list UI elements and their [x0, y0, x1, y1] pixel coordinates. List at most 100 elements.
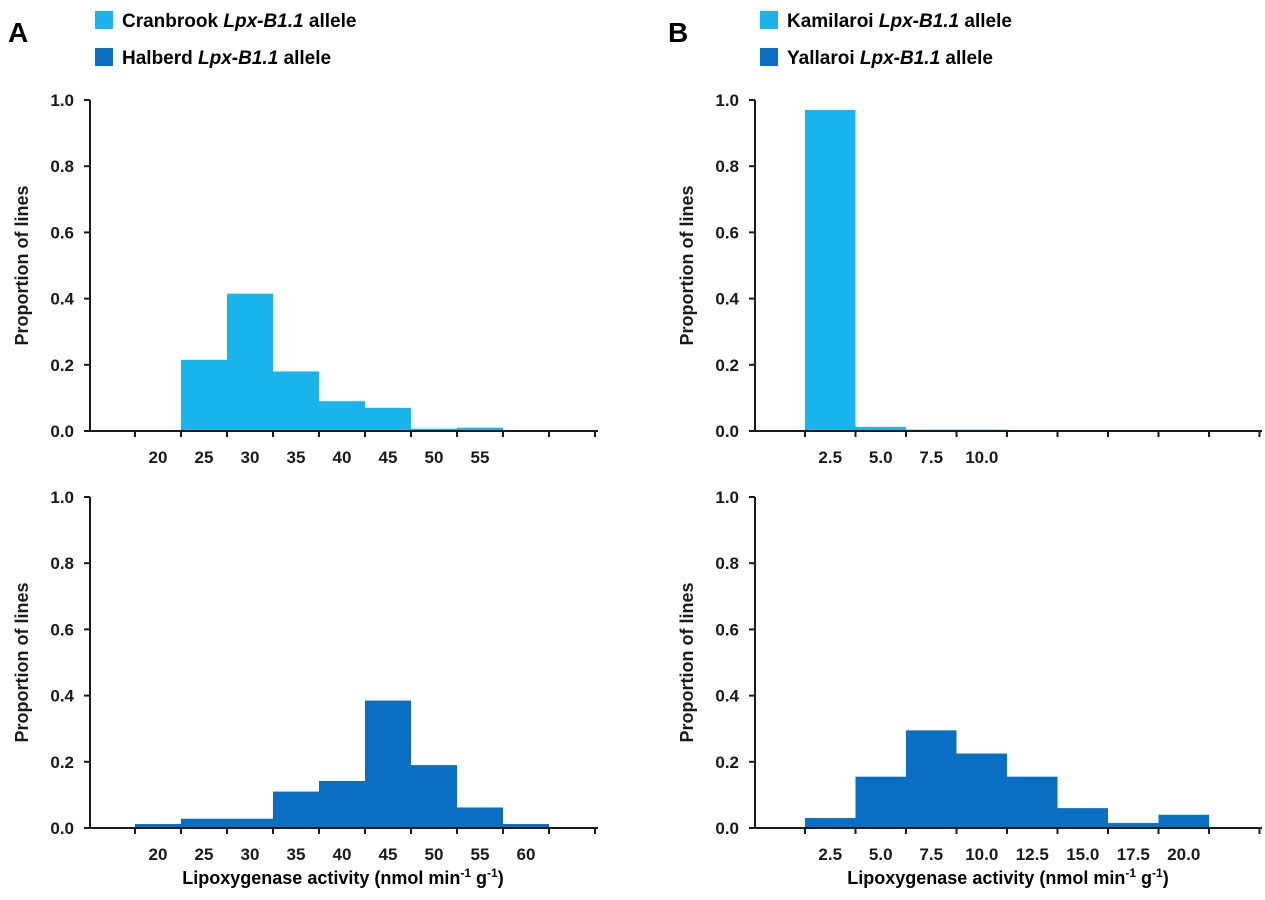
y-tick-label: 1.0	[50, 488, 74, 507]
x-tick-label: 30	[241, 845, 260, 864]
y-tick-label: 0.2	[715, 753, 739, 772]
bar-45	[365, 700, 411, 828]
x-tick-label: 30	[241, 448, 260, 467]
x-tick-label: 60	[517, 845, 536, 864]
x-tick-label: 40	[333, 448, 352, 467]
legend-a: Cranbrook Lpx-B1.1 allele Halberd Lpx-B1…	[95, 11, 356, 69]
bar-55	[457, 427, 503, 431]
bar-10.0	[956, 753, 1007, 828]
y-axis-label: Proportion of lines	[677, 186, 697, 346]
bar-55	[457, 807, 503, 828]
x-tick-label: 20	[149, 845, 168, 864]
x-tick-label: 40	[333, 845, 352, 864]
bar-17.5	[1108, 823, 1159, 828]
bar-20	[135, 824, 181, 828]
y-tick-label: 0.8	[715, 157, 739, 176]
bar-25	[181, 818, 227, 828]
legend-swatch-yallaroi	[760, 48, 778, 66]
legend-swatch-cranbrook	[95, 11, 113, 29]
y-tick-label: 0.6	[715, 223, 739, 242]
y-tick-label: 0.8	[50, 157, 74, 176]
panel-letter-a: A	[8, 17, 28, 48]
x-tick-label: 20	[149, 448, 168, 467]
legend-b: Kamilaroi Lpx-B1.1 allele Yallaroi Lpx-B…	[760, 11, 1012, 69]
bar-35	[273, 791, 319, 828]
y-tick-label: 0.4	[50, 290, 74, 309]
y-tick-label: 0.0	[50, 422, 74, 441]
x-tick-label: 2.5	[818, 448, 842, 467]
legend-entry-halberd: Halberd Lpx-B1.1 allele	[122, 48, 331, 69]
y-tick-label: 0.6	[50, 620, 74, 639]
y-tick-label: 0.6	[715, 620, 739, 639]
chart-yallaroi: 0.0 0.2 0.4 0.6 0.8 1.0 2.5 5.0 7.5 10.0 12.5 15.0 1…	[677, 488, 1262, 864]
y-tick-label: 0.8	[715, 554, 739, 573]
panel-letter-b: B	[668, 17, 688, 48]
y-tick-label: 0.4	[715, 290, 739, 309]
y-axis-label: Proportion of lines	[12, 186, 32, 346]
legend-entry-cranbrook: Cranbrook Lpx-B1.1 allele	[122, 11, 356, 32]
bar-45	[365, 407, 411, 431]
bar-40	[319, 401, 365, 431]
y-tick-label: 1.0	[50, 91, 74, 110]
y-axis-label: Proportion of lines	[12, 583, 32, 743]
y-tick-label: 0.8	[50, 554, 74, 573]
bar-20.0	[1158, 814, 1209, 828]
x-tick-label: 55	[471, 448, 490, 467]
y-tick-label: 0.4	[715, 687, 739, 706]
x-tick-label: 10.0	[965, 448, 998, 467]
bar-30	[227, 293, 273, 431]
bar-40	[319, 780, 365, 828]
chart-cranbrook: 0.0 0.2 0.4 0.6 0.8 1.0 20 25 30 35 40 45 50 55 Propor…	[12, 91, 598, 467]
x-tick-label: 35	[287, 845, 306, 864]
y-tick-label: 0.0	[715, 819, 739, 838]
x-tick-label: 17.5	[1117, 845, 1150, 864]
legend-swatch-halberd	[95, 48, 113, 66]
x-tick-label: 50	[425, 448, 444, 467]
bar-15.0	[1057, 808, 1108, 828]
bar-12.5	[1007, 776, 1058, 828]
y-tick-label: 0.0	[715, 422, 739, 441]
chart-halberd: 0.0 0.2 0.4 0.6 0.8 1.0 20 25 30 35 40 45 50 55 60 Prop…	[12, 488, 598, 864]
y-axis-label: Proportion of lines	[677, 583, 697, 743]
y-tick-label: 1.0	[715, 488, 739, 507]
x-axis-label-a: Lipoxygenase activity (nmol min-1 g-1)	[182, 866, 503, 888]
x-tick-label: 5.0	[869, 845, 893, 864]
x-tick-label: 5.0	[869, 448, 893, 467]
x-tick-label: 45	[379, 845, 398, 864]
y-tick-label: 0.6	[50, 223, 74, 242]
x-tick-label: 35	[287, 448, 306, 467]
bar-50	[411, 765, 457, 828]
bar-35	[273, 371, 319, 431]
bar-50	[411, 428, 457, 431]
bar-2.5	[805, 818, 856, 828]
y-tick-label: 1.0	[715, 91, 739, 110]
bar-5.0	[855, 776, 906, 828]
x-axis-label-b: Lipoxygenase activity (nmol min-1 g-1)	[847, 866, 1168, 888]
x-tick-label: 50	[425, 845, 444, 864]
x-tick-label: 25	[195, 845, 214, 864]
x-tick-label: 25	[195, 448, 214, 467]
y-tick-label: 0.2	[50, 356, 74, 375]
x-tick-label: 55	[471, 845, 490, 864]
x-tick-label: 12.5	[1016, 845, 1049, 864]
bar-60	[503, 824, 549, 828]
bar-30	[227, 818, 273, 828]
x-tick-label: 15.0	[1066, 845, 1099, 864]
x-tick-label: 7.5	[919, 448, 943, 467]
legend-swatch-kamilaroi	[760, 11, 778, 29]
chart-kamilaroi: 0.0 0.2 0.4 0.6 0.8 1.0 2.5 5.0 7.5 10.0 Proportio…	[677, 91, 1262, 467]
x-tick-label: 7.5	[919, 845, 943, 864]
bar-7.5	[906, 730, 957, 828]
y-tick-label: 0.2	[715, 356, 739, 375]
y-tick-label: 0.0	[50, 819, 74, 838]
x-tick-label: 10.0	[965, 845, 998, 864]
x-tick-label: 45	[379, 448, 398, 467]
bar-25	[181, 359, 227, 431]
legend-entry-yallaroi: Yallaroi Lpx-B1.1 allele	[787, 48, 993, 69]
bar-5.0	[855, 427, 906, 431]
x-tick-label: 2.5	[818, 845, 842, 864]
y-tick-label: 0.2	[50, 753, 74, 772]
legend-entry-kamilaroi: Kamilaroi Lpx-B1.1 allele	[787, 11, 1012, 32]
bar-2.5	[805, 109, 856, 432]
